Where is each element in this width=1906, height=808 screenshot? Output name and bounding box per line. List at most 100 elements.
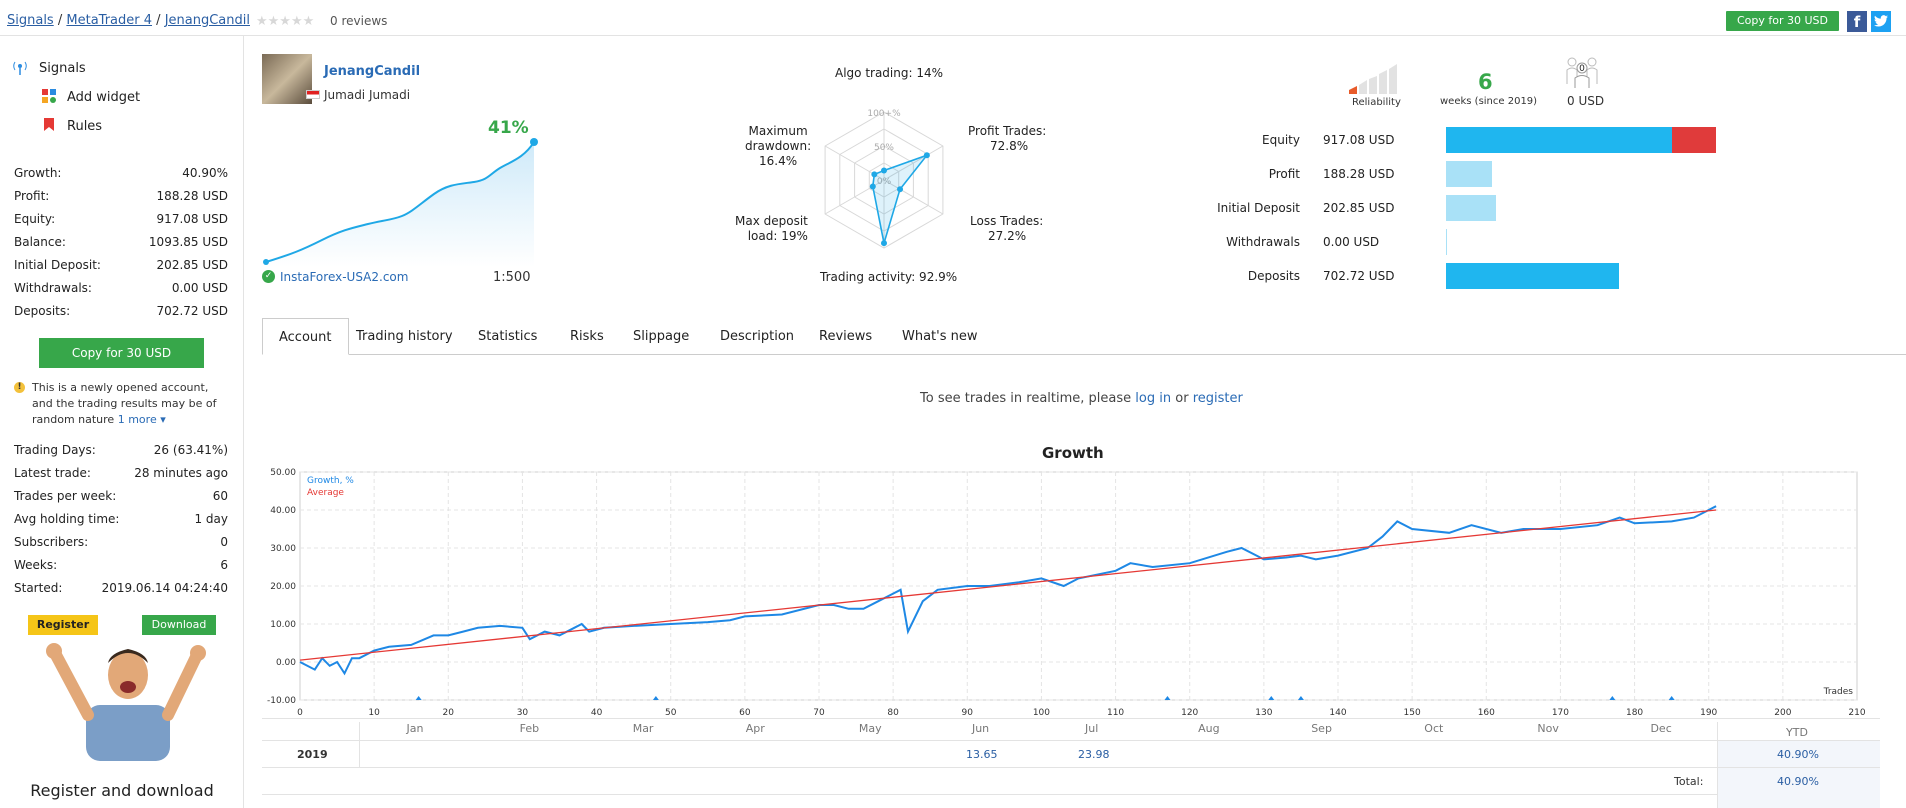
stat-trading-days: Trading Days: 26 (63.41%) — [14, 443, 228, 457]
signal-antenna-icon — [13, 61, 27, 75]
tab-description[interactable]: Description — [720, 329, 795, 344]
total-label: Total: — [1674, 775, 1704, 788]
x-tick-label: 10 — [368, 708, 380, 718]
x-tick-label: 190 — [1700, 708, 1717, 718]
subscribers-icon: 0 — [1566, 57, 1598, 88]
x-tick-label: 90 — [962, 708, 974, 718]
weeks-count: 6 — [1478, 70, 1493, 94]
notice-more-link[interactable]: 1 more ▾ — [117, 413, 166, 426]
initial-deposit-bar — [1446, 195, 1497, 221]
deposit-marker — [1268, 696, 1275, 700]
widget-icon — [42, 89, 56, 103]
radar-label-loss-trades: Loss Trades: 27.2% — [970, 214, 1044, 243]
radar-value-point — [871, 171, 878, 178]
stat-avg-holding-time: Avg holding time: 1 day — [14, 512, 228, 526]
stat-balance: Balance: 1093.85 USD — [14, 235, 228, 249]
sidebar-item-rules[interactable]: Rules — [67, 119, 103, 134]
radar-label-trading-activity: Trading activity: 92.9% — [820, 270, 958, 284]
tab-whats-new[interactable]: What's new — [902, 329, 978, 344]
legend-average: Average — [307, 488, 344, 498]
copy-button-top[interactable]: Copy for 30 USD — [1726, 11, 1839, 31]
stat-profit: Profit: 188.28 USD — [14, 189, 228, 203]
month-header: Nov — [1537, 722, 1559, 735]
subscribers-funds: 0 USD — [1567, 94, 1605, 108]
tab-account[interactable]: Account — [262, 318, 349, 355]
left-sidebar: Signals Add widget Rules Growth: 40.90% P… — [0, 36, 244, 808]
y-tick-label: 40.00 — [270, 506, 296, 516]
stat-subscribers: Subscribers: 0 — [14, 535, 228, 549]
breadcrumb-signal-name[interactable]: JenangCandil — [164, 13, 250, 28]
tab-slippage[interactable]: Slippage — [633, 329, 690, 344]
deposit-marker — [1609, 696, 1616, 700]
tab-statistics[interactable]: Statistics — [478, 329, 538, 344]
month-header: Mar — [632, 722, 654, 735]
facebook-share-icon[interactable]: f — [1847, 11, 1867, 32]
register-link[interactable]: register — [1192, 391, 1243, 406]
month-value-jul: 23.98 — [1078, 748, 1110, 761]
leverage: 1:500 — [493, 270, 531, 285]
ad-download-button[interactable]: Download — [142, 615, 216, 635]
stat-latest-trade: Latest trade: 28 minutes ago — [14, 466, 228, 480]
signal-author-name[interactable]: JenangCandil — [324, 64, 421, 79]
x-tick-label: 210 — [1848, 708, 1865, 718]
equity-floating-bar — [1672, 127, 1716, 153]
avatar[interactable] — [262, 54, 312, 104]
breadcrumb-signals[interactable]: Signals — [7, 13, 54, 28]
summary-label-initial-deposit: Initial Deposit — [1217, 201, 1300, 215]
indonesia-flag-icon — [306, 90, 320, 99]
deposits-bar — [1446, 263, 1620, 289]
deposit-marker — [1297, 696, 1304, 700]
tab-risks[interactable]: Risks — [570, 329, 604, 344]
legend-growth: Growth, % — [307, 476, 354, 486]
x-tick-label: 80 — [887, 708, 899, 718]
copy-button-sidebar[interactable]: Copy for 30 USD — [39, 338, 204, 368]
deposit-marker — [415, 696, 422, 700]
breadcrumb-metatrader[interactable]: MetaTrader 4 — [66, 13, 153, 28]
radar-scale-label: 50% — [874, 143, 894, 153]
month-header: Dec — [1650, 722, 1672, 735]
summary-value-initial-deposit: 202.85 USD — [1323, 201, 1395, 215]
login-link[interactable]: log in — [1135, 391, 1172, 406]
sidebar-item-add-widget[interactable]: Add widget — [67, 90, 141, 105]
deposit-marker — [652, 696, 659, 700]
radar-value-point — [923, 152, 930, 159]
table-row-divider — [262, 767, 1880, 768]
month-header: Sep — [1311, 722, 1332, 735]
table-row-divider — [262, 794, 1880, 795]
withdrawals-bar — [1446, 229, 1447, 255]
radar-value-point — [881, 240, 887, 247]
deposit-marker — [1668, 696, 1675, 700]
ytd-value: 40.90% — [1777, 748, 1819, 761]
summary-value-withdrawals: 0.00 USD — [1323, 235, 1380, 249]
growth-percent: 41% — [488, 118, 529, 138]
twitter-share-icon[interactable] — [1871, 11, 1891, 32]
sidebar-item-signals[interactable]: Signals — [39, 61, 86, 76]
table-row-divider — [262, 740, 1880, 741]
radar-label-profit-trades: Profit Trades: 72.8% — [968, 124, 1047, 153]
weeks-label: weeks (since 2019) — [1440, 96, 1538, 107]
month-header: Oct — [1424, 722, 1444, 735]
x-tick-label: 180 — [1626, 708, 1643, 718]
broker-link[interactable]: InstaForex-USA2.com — [280, 270, 409, 284]
radar-axis — [883, 179, 944, 215]
deposit-marker — [1164, 696, 1171, 700]
stat-equity: Equity: 917.08 USD — [14, 212, 228, 226]
table-top-border — [262, 718, 1880, 719]
tab-reviews[interactable]: Reviews — [819, 329, 873, 344]
month-header: Aug — [1198, 722, 1220, 735]
summary-value-profit: 188.28 USD — [1323, 167, 1395, 181]
reliability-bars-icon — [1349, 64, 1397, 94]
ytd-background — [1718, 741, 1880, 767]
stat-withdrawals: Withdrawals: 0.00 USD — [14, 281, 228, 295]
tab-trading-history[interactable]: Trading history — [356, 329, 453, 344]
ad-register-button[interactable]: Register — [28, 615, 98, 635]
month-value-jun: 13.65 — [966, 748, 998, 761]
rating-stars[interactable]: ★★★★★ — [256, 14, 315, 29]
y-tick-label: 30.00 — [270, 544, 296, 554]
profit-bar — [1446, 161, 1493, 187]
x-tick-label: 150 — [1404, 708, 1421, 718]
reviews-count: 0 reviews — [330, 14, 388, 28]
register-download-ad[interactable]: Register Download Register and download — [22, 615, 222, 800]
summary-label-deposits: Deposits — [1247, 269, 1300, 283]
x-tick-label: 110 — [1107, 708, 1124, 718]
